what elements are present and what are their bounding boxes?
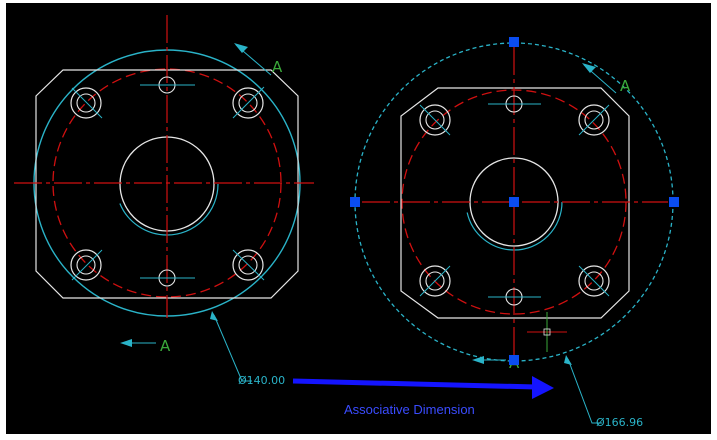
caption-text: Associative Dimension — [344, 402, 475, 417]
left-bolt-hole-bottom-right[interactable] — [232, 249, 265, 281]
right-diameter-dimension[interactable]: Ø166.96 — [564, 355, 643, 429]
right-flange-outline[interactable] — [400, 87, 630, 319]
left-pin-hole-bottom[interactable] — [140, 269, 195, 287]
left-flange-outline[interactable] — [35, 69, 299, 299]
right-section-arrow-top[interactable]: A — [582, 63, 631, 95]
right-flange-view[interactable]: A A Ø166.96 — [350, 37, 679, 429]
left-bolt-hole-bottom-left[interactable] — [70, 249, 103, 281]
grip-square-icon[interactable] — [350, 197, 360, 207]
left-diameter-dimension[interactable]: Ø140.00 — [210, 311, 285, 387]
left-section-arrow-bottom[interactable]: A — [120, 337, 171, 355]
left-pin-hole-top[interactable] — [140, 76, 195, 94]
grip-square-icon[interactable] — [509, 37, 519, 47]
left-section-label-bottom: A — [160, 337, 171, 355]
right-pin-hole-bottom[interactable] — [488, 288, 541, 306]
right-bolt-hole-bottom-left[interactable] — [419, 265, 451, 297]
left-dimension-text: Ø140.00 — [238, 374, 285, 387]
right-bolt-hole-top-right[interactable] — [578, 104, 610, 136]
right-section-label-top: A — [620, 77, 631, 95]
associative-dimension-annotation: Associative Dimension — [292, 376, 554, 417]
grip-square-icon[interactable] — [509, 197, 519, 207]
grip-square-icon[interactable] — [509, 355, 519, 365]
left-bolt-hole-top-right[interactable] — [232, 86, 265, 119]
cad-drawing-viewport[interactable]: A A Ø140.00 — [6, 3, 711, 434]
left-flange-view[interactable]: A A Ø140.00 — [14, 15, 314, 387]
crosshair-cursor-icon — [527, 312, 567, 352]
right-pin-hole-top[interactable] — [488, 95, 541, 113]
right-bolt-hole-top-left[interactable] — [419, 104, 451, 136]
right-bolt-hole-bottom-right[interactable] — [578, 265, 610, 297]
drawing-canvas[interactable]: A A Ø140.00 — [6, 3, 711, 434]
left-section-arrow-top[interactable]: A — [234, 43, 283, 76]
caption-arrow-shaft — [292, 378, 537, 390]
grip-square-icon[interactable] — [669, 197, 679, 207]
caption-arrow-head — [532, 376, 554, 399]
right-dimension-text: Ø166.96 — [596, 416, 643, 429]
left-bolt-hole-top-left[interactable] — [70, 87, 103, 119]
left-section-label-top: A — [272, 58, 283, 76]
